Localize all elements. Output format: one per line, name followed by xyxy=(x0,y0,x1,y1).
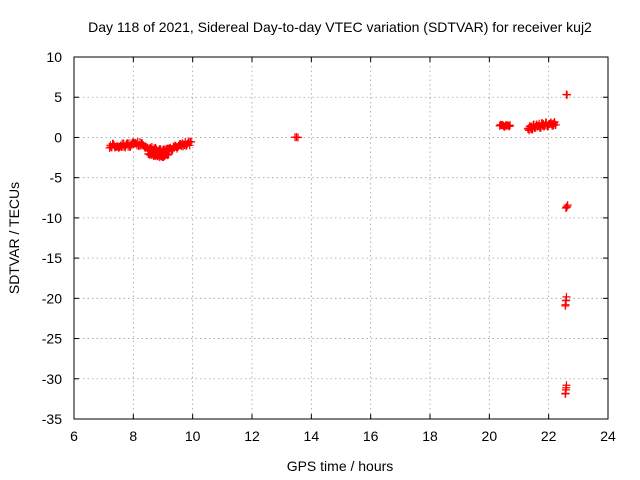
segment-point-13.5h xyxy=(291,133,302,142)
y-tick-label: 0 xyxy=(54,129,62,145)
x-tick-label: 16 xyxy=(363,428,379,444)
segment-point-22.6h-minus8 xyxy=(561,201,572,213)
data-points xyxy=(105,90,572,398)
data-point xyxy=(506,121,515,130)
axis-ticks xyxy=(73,56,609,420)
x-tick-label: 14 xyxy=(304,428,320,444)
data-point xyxy=(551,120,560,129)
y-tick-label: 5 xyxy=(54,89,62,105)
x-tick-label: 6 xyxy=(70,428,78,444)
x-tick-label: 12 xyxy=(244,428,260,444)
y-axis-label: SDTVAR / TECUs xyxy=(6,182,22,294)
y-tick-labels: 10 5 0 -5 -10 -15 -20 -25 -30 -35 xyxy=(42,49,62,427)
data-point xyxy=(563,90,572,99)
x-tick-label: 24 xyxy=(600,428,616,444)
x-tick-label: 8 xyxy=(129,428,137,444)
segment-cluster-21.3-22.2h xyxy=(523,118,560,135)
data-point xyxy=(563,201,572,210)
data-point xyxy=(185,141,194,150)
chart-title: Day 118 of 2021, Sidereal Day-to-day VTE… xyxy=(88,19,592,35)
x-tick-label: 18 xyxy=(422,428,438,444)
data-point xyxy=(187,137,196,146)
data-point xyxy=(562,381,571,390)
y-tick-label: -10 xyxy=(42,210,62,226)
data-point xyxy=(164,150,173,159)
x-tick-label: 20 xyxy=(482,428,498,444)
x-tick-label: 10 xyxy=(185,428,201,444)
grid xyxy=(74,57,608,419)
x-tick-labels: 6 8 10 12 14 16 18 20 22 24 xyxy=(70,428,616,444)
data-point xyxy=(163,151,172,160)
data-point xyxy=(293,133,302,142)
y-tick-label: -35 xyxy=(42,411,62,427)
segment-cluster-8.5-9.2h-low xyxy=(144,149,173,162)
plot-frame xyxy=(73,56,609,420)
data-point xyxy=(505,122,514,131)
y-tick-label: -20 xyxy=(42,290,62,306)
segment-stack-22.6h-minus31 xyxy=(561,381,571,398)
y-tick-label: -25 xyxy=(42,331,62,347)
y-tick-label: -15 xyxy=(42,250,62,266)
segment-stack-22.6h-minus20 xyxy=(561,292,571,310)
data-point xyxy=(562,292,571,301)
y-tick-label: -5 xyxy=(50,170,63,186)
x-axis-label: GPS time / hours xyxy=(287,458,394,474)
y-tick-label: -30 xyxy=(42,371,62,387)
x-tick-label: 22 xyxy=(541,428,557,444)
segment-point-22.6h-top xyxy=(562,90,572,99)
segment-cluster-20.4-20.7h xyxy=(495,120,515,131)
y-tick-label: 10 xyxy=(46,49,62,65)
